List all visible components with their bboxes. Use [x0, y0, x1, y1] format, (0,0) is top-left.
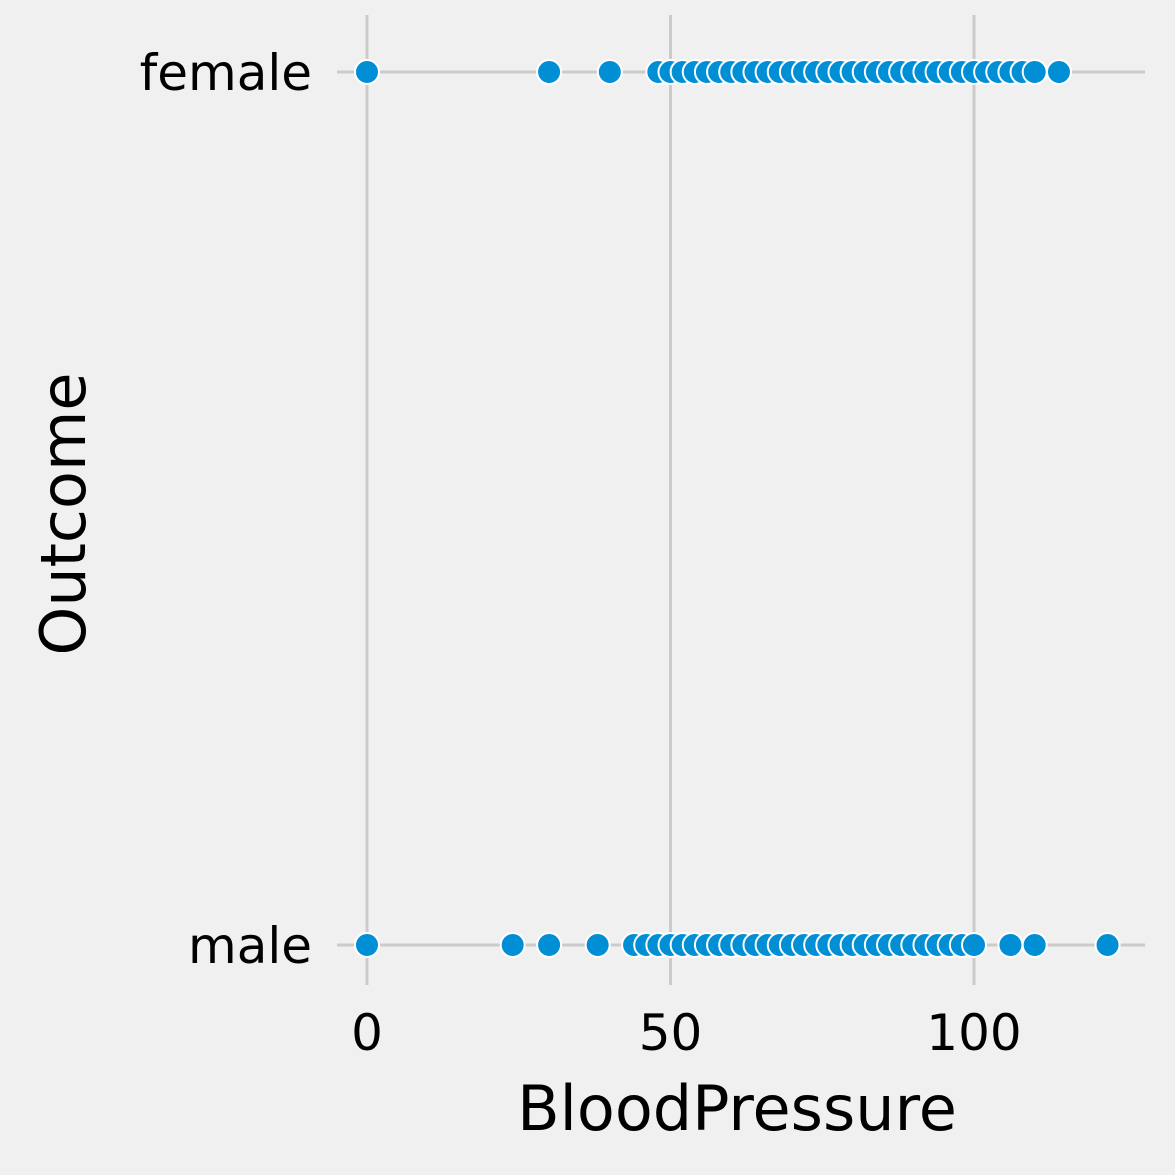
x-tick-label: 100 [926, 1004, 1021, 1062]
points-layer [354, 59, 1121, 958]
y-axis-label: Outcome [27, 373, 100, 656]
y-tick-label: female [140, 44, 312, 102]
data-point [1045, 59, 1072, 85]
x-axis-label: BloodPressure [517, 1072, 957, 1145]
data-point [1021, 932, 1048, 958]
data-point [499, 932, 526, 958]
data-point [997, 932, 1024, 958]
data-point [536, 932, 563, 958]
y-tick-label: male [188, 917, 312, 975]
data-point [354, 59, 380, 85]
x-tick-label: 50 [639, 1004, 703, 1062]
grid-layer [337, 15, 1145, 985]
data-point [1094, 932, 1121, 958]
data-point [584, 932, 611, 958]
data-point [1021, 59, 1048, 85]
data-point [354, 932, 380, 958]
y-tick-labels: female male [140, 44, 312, 975]
x-tick-labels: 0 50 100 [351, 1004, 1022, 1062]
data-point [961, 932, 987, 958]
x-tick-label: 0 [351, 1004, 383, 1062]
data-point [596, 59, 623, 85]
data-point [536, 59, 563, 85]
